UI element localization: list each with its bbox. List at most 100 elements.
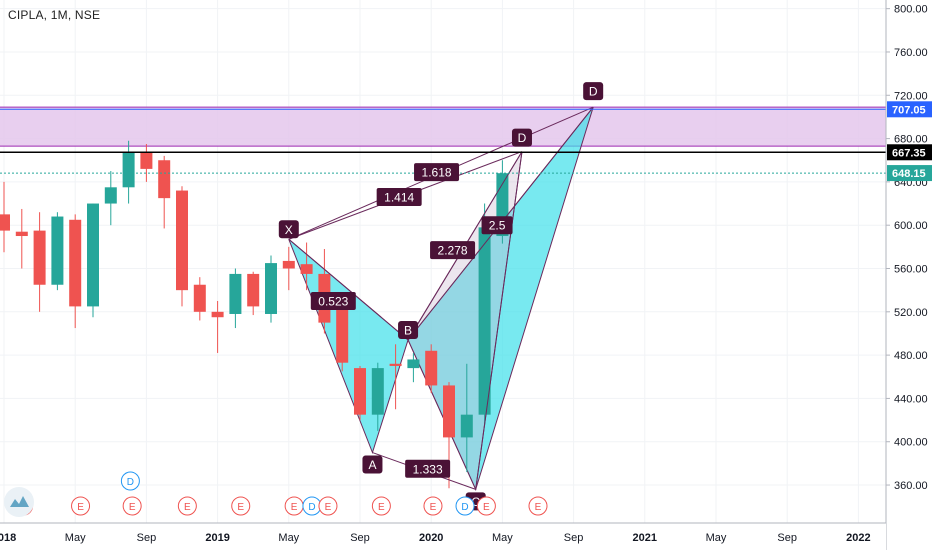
logo-mark (10, 496, 29, 507)
ratio-label-bg (414, 163, 460, 182)
candle-down (158, 160, 171, 199)
candle-up (371, 368, 384, 415)
pattern-point-label: D (518, 131, 527, 145)
ratio-label: 0.523 (310, 291, 356, 310)
candle-up (265, 263, 277, 314)
candle-up (407, 359, 420, 369)
event-letter: D (308, 502, 315, 513)
event-circle (120, 471, 140, 491)
event-letter: E (430, 502, 437, 513)
pattern-point-b: B (398, 320, 419, 339)
pattern-line-cd (475, 151, 523, 490)
event-circle (318, 496, 338, 516)
earnings-event-icon: E (284, 496, 304, 516)
earnings-event-icon: E (423, 496, 443, 516)
earnings-event-icon: E (318, 496, 338, 516)
candle-down (0, 214, 10, 231)
candle-down (211, 311, 224, 318)
pattern-point-bg (278, 220, 299, 239)
ratio-label-text: 1.618 (422, 166, 452, 180)
dividend-event-icon: D (455, 496, 475, 516)
y-tick-label: 760.00 (894, 47, 928, 59)
ratio-label-bg (481, 216, 513, 235)
pattern-point-label: B (404, 323, 412, 337)
reversal-zone (0, 107, 886, 147)
event-letter: E (535, 502, 542, 513)
candle-down (140, 151, 153, 169)
plot-area: 0.5231.3332.2782.51.4141.618XABCDDEEEDEE… (0, 0, 886, 523)
event-letter: E (77, 502, 84, 513)
x-tick-label: 2022 (846, 532, 870, 544)
ratio-label-text: 2.5 (489, 219, 506, 233)
y-tick-label: 400.00 (894, 437, 928, 449)
x-tick-label: Sep (777, 532, 797, 544)
x-tick-label: May (278, 532, 299, 544)
price-tag-bg (887, 101, 932, 118)
event-letter: E (483, 502, 490, 513)
pattern-point-label: D (589, 85, 598, 99)
candle-up (51, 216, 64, 285)
chart-title: CIPLA, 1M, NSE (8, 8, 101, 22)
ratio-label-bg (430, 241, 476, 260)
earnings-event-icon: E (177, 496, 197, 516)
candle-up (460, 414, 473, 438)
ratio-label-text: 1.333 (413, 462, 443, 476)
candle-down (389, 363, 402, 366)
earnings-event-icon: E (371, 496, 391, 516)
event-circle (231, 496, 251, 516)
x-tick-label: 2019 (205, 532, 229, 544)
event-letter: D (127, 477, 134, 488)
event-letter: D (461, 502, 468, 513)
candle-down (247, 273, 260, 307)
price-tag-bg (887, 165, 932, 182)
ratio-label-text: 1.414 (384, 191, 414, 205)
candle-down (425, 350, 438, 386)
y-tick-label: 560.00 (894, 264, 928, 276)
y-tick-label: 680.00 (894, 134, 928, 146)
event-circle (122, 496, 142, 516)
ratio-label-text: 2.278 (438, 244, 468, 258)
y-tick-label: 800.00 (894, 4, 928, 16)
event-circle (177, 496, 197, 516)
candle-down (300, 264, 313, 274)
event-letter: E (291, 502, 298, 513)
pattern-line-xb (288, 238, 409, 341)
event-circle (371, 496, 391, 516)
price-tag-bg (887, 144, 932, 161)
x-tick-label: Sep (137, 532, 157, 544)
x-tick-label: 2021 (633, 532, 657, 544)
candle-down (33, 230, 46, 285)
pattern-point-bg (511, 128, 532, 147)
price-tag-text: 707.05 (892, 104, 926, 116)
y-tick-label: 720.00 (894, 90, 928, 102)
earnings-event-icon: E (528, 496, 548, 516)
earnings-event-icon: E (71, 496, 91, 516)
price-tag: 667.35 (887, 144, 932, 161)
ratio-label: 2.5 (481, 216, 513, 235)
candle-up (229, 273, 242, 314)
event-circle (476, 496, 496, 516)
price-tag: 648.15 (887, 165, 932, 182)
pattern-point-bg (583, 82, 604, 101)
x-tick-label: Sep (564, 532, 584, 544)
event-letter: E (129, 502, 136, 513)
dividend-event-icon: D (302, 496, 322, 516)
ratio-label: 1.618 (414, 163, 460, 182)
ratio-label-bg (310, 291, 356, 310)
x-tick-label: May (492, 532, 513, 544)
candle-down (69, 219, 82, 307)
earnings-event-icon: E (122, 496, 142, 516)
candle-down (176, 190, 188, 291)
ratio-label-bg (376, 188, 422, 207)
event-letter: E (378, 502, 385, 513)
candle-up (122, 152, 135, 188)
price-axis-panel (886, 0, 932, 550)
candle-down (193, 284, 206, 312)
candle-down (354, 368, 366, 415)
earnings-event-icon: E (476, 496, 496, 516)
ratio-label-bg (405, 459, 451, 478)
pattern-point-d1: D (511, 128, 532, 147)
y-tick-label: 480.00 (894, 350, 928, 362)
candle-up (104, 187, 117, 204)
